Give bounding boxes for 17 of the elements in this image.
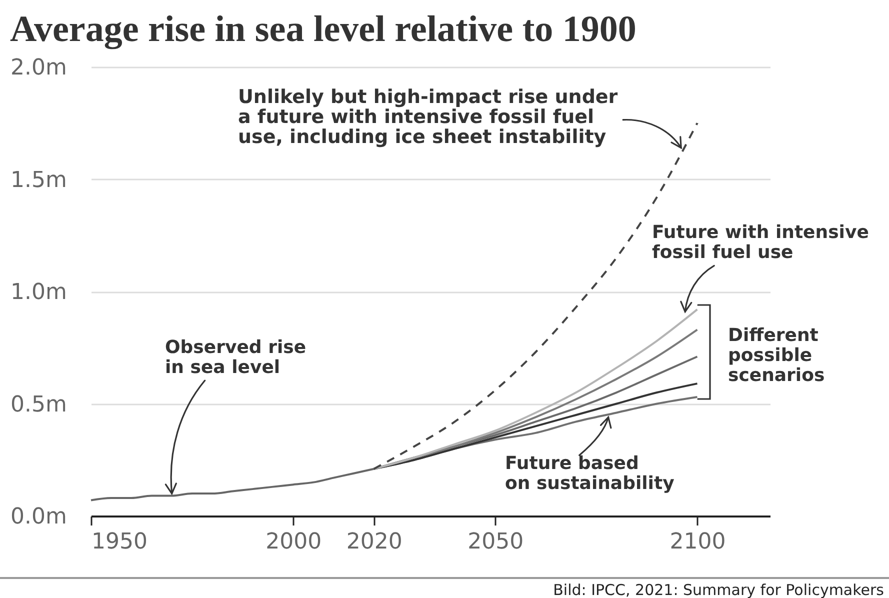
y-tick-label: 2.0m	[10, 56, 67, 80]
x-tick-label: 2100	[670, 530, 726, 554]
x-tick-label: 2050	[468, 530, 524, 554]
x-tick-label: 2000	[266, 530, 322, 554]
x-tick-label: 2020	[346, 530, 402, 554]
annotation: Unlikely but high-impact rise under a future with intensive fossil fuel use, including ice sheet instability	[238, 86, 618, 148]
chart-title: Average rise in sea level relative to 1900	[10, 8, 636, 51]
annotation: Observed rise in sea level	[165, 337, 306, 378]
y-tick-label: 0.5m	[10, 392, 67, 418]
x-tick-label: 1950	[92, 530, 148, 554]
annotation: Future based on sustainability	[505, 453, 675, 494]
y-tick-label: 0.0m	[10, 504, 67, 530]
annotation: Future with intensive fossil fuel use	[652, 222, 869, 263]
annotation: Different possible scenarios	[728, 325, 825, 386]
text: Bild: IPCC, 2021: Summary for Policymakers	[553, 581, 884, 598]
y-tick-label: 1.0m	[10, 280, 67, 305]
y-tick-label: 1.5m	[10, 168, 67, 193]
